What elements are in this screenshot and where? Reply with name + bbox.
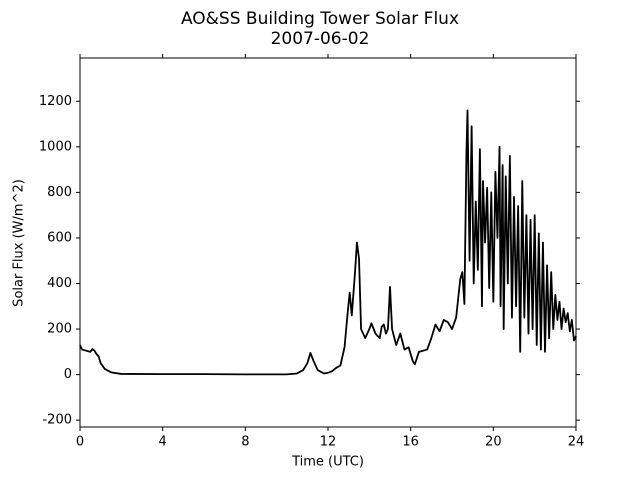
x-tick-label: 24 (568, 435, 585, 450)
y-tick-label: 400 (47, 276, 72, 291)
y-tick-label: 1200 (39, 94, 72, 109)
data-line (79, 109, 577, 376)
y-tick-label: 1000 (39, 139, 72, 154)
x-tick-label: 12 (320, 435, 337, 450)
y-tick-label: 600 (47, 230, 72, 245)
plot-frame (79, 57, 577, 428)
x-tick-label: 20 (485, 435, 502, 450)
x-axis-label: Time (UTC) (291, 455, 364, 470)
chart-title: AO&SS Building Tower Solar Flux (181, 9, 459, 29)
y-tick-label: -200 (42, 413, 72, 428)
x-tick-label: 4 (159, 435, 167, 450)
chart-subtitle: 2007-06-02 (271, 29, 370, 49)
x-tick-label: 0 (76, 435, 84, 450)
y-tick-label: 200 (47, 322, 72, 337)
x-tick-label: 16 (402, 435, 419, 450)
y-tick-label: 800 (47, 185, 72, 200)
y-tick-label: 0 (64, 367, 72, 382)
y-axis-label: Solar Flux (W/m^2) (12, 179, 27, 307)
x-tick-label: 8 (241, 435, 249, 450)
